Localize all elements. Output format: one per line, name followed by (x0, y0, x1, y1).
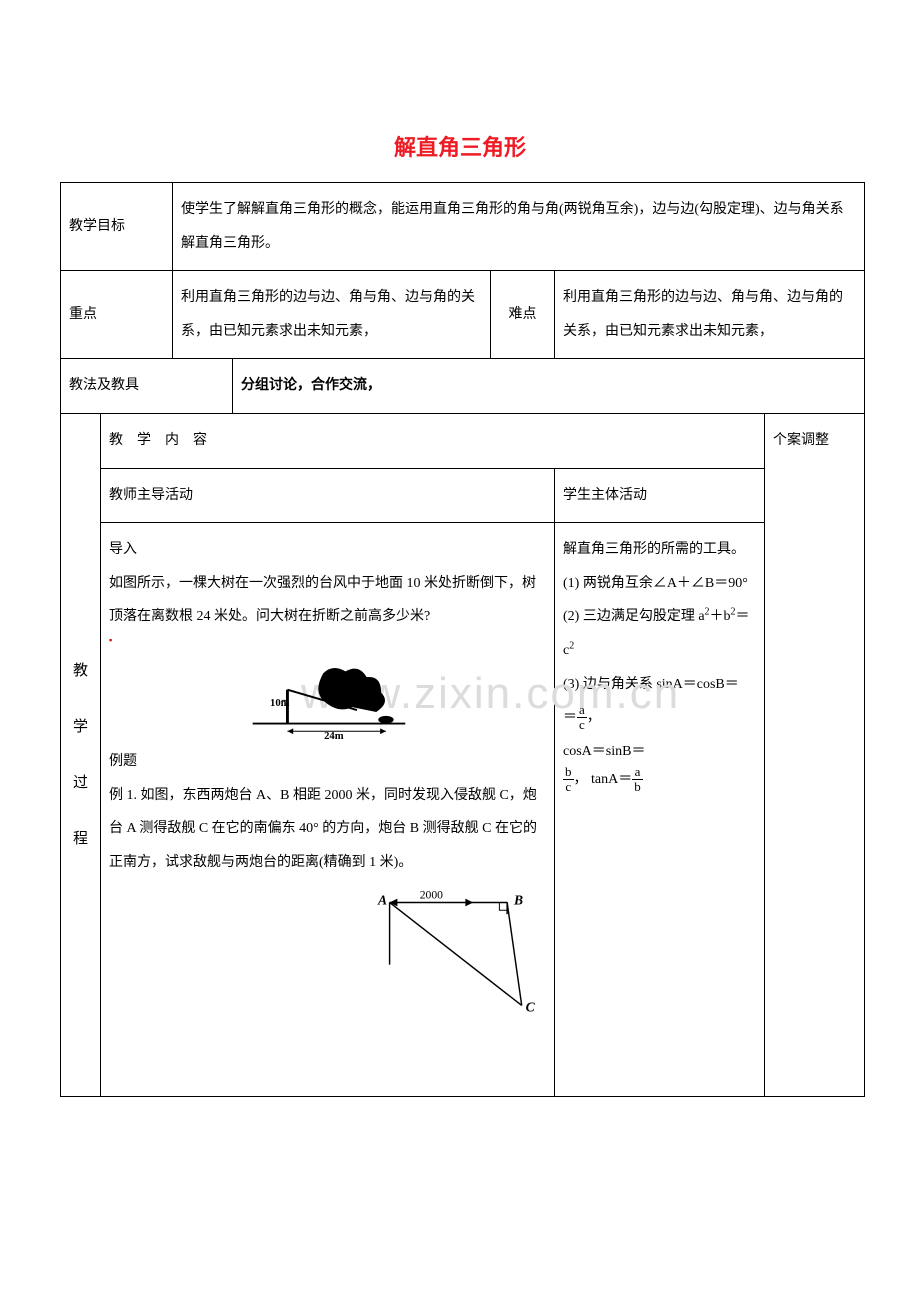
lesson-plan-table: 教学目标 使学生了解解直角三角形的概念，能运用直角三角形的角与角(两锐角互余)，… (60, 182, 865, 1097)
method-text: 分组讨论，合作交流， (233, 359, 865, 414)
label-2000: 2000 (420, 889, 443, 902)
label-C: C (526, 1000, 536, 1015)
student-header: 学生主体活动 (555, 468, 765, 523)
teacher-body: www.zixin.com.cn 导入 如图所示，一棵大树在一次强烈的台风中于地… (101, 523, 555, 1097)
s4b: ＝ac， (563, 703, 756, 733)
label-A: A (377, 893, 387, 908)
row-goal: 教学目标 使学生了解解直角三角形的概念，能运用直角三角形的角与角(两锐角互余)，… (61, 183, 865, 271)
examples-heading: 例题 (109, 745, 546, 779)
vlabel-char: 教 (69, 653, 92, 689)
row-focus-diff: 重点 利用直角三角形的边与边、角与角、边与角的关系，由已知元素求出未知元素， 难… (61, 271, 865, 359)
diff-text: 利用直角三角形的边与边、角与角、边与角的关系，由已知元素求出未知元素， (555, 271, 865, 359)
goal-text: 使学生了解解直角三角形的概念，能运用直角三角形的角与角(两锐角互余)，边与边(勾… (173, 183, 865, 271)
student-body: 解直角三角形的所需的工具。 (1) 两锐角互余∠A＋∠B＝90° (2) 三边满… (555, 523, 765, 1097)
label-10m: 10m (270, 698, 290, 709)
row-subheader: 教师主导活动 学生主体活动 (61, 468, 865, 523)
vlabel-char: 过 (69, 765, 92, 801)
method-label: 教法及教具 (61, 359, 233, 414)
geyan-header: 个案调整 (765, 413, 865, 1096)
s6b: bc， tanA＝ab (563, 765, 756, 795)
s1: 解直角三角形的所需的工具。 (563, 533, 756, 567)
diff-label: 难点 (491, 271, 555, 359)
example-1: 例 1. 如图，东西两炮台 A、B 相距 2000 米，同时发现入侵敌舰 C，炮… (109, 779, 546, 880)
page-title: 解直角三角形 (60, 130, 860, 162)
content-vlabel: 教 学 过 程 (61, 413, 101, 1096)
mark-dot: ▪ (109, 636, 112, 645)
vlabel-char: 学 (69, 709, 92, 745)
tree-diagram: 10m 24m (238, 654, 418, 739)
s2: (1) 两锐角互余∠A＋∠B＝90° (563, 567, 756, 601)
teacher-header: 教师主导活动 (101, 468, 555, 523)
label-24m: 24m (324, 731, 344, 739)
s6: cosA＝sinB＝ (563, 741, 756, 763)
ship-diagram: 2000 A B C (376, 885, 546, 1020)
intro-heading: 导入 (109, 533, 546, 567)
focus-text: 利用直角三角形的边与边、角与角、边与角的关系，由已知元素求出未知元素， (173, 271, 491, 359)
row-content-header: 教 学 过 程 教 学 内 容 个案调整 (61, 413, 865, 468)
goal-label: 教学目标 (61, 183, 173, 271)
row-body: www.zixin.com.cn 导入 如图所示，一棵大树在一次强烈的台风中于地… (61, 523, 865, 1097)
label-B: B (513, 893, 523, 908)
content-header: 教 学 内 容 (101, 413, 765, 468)
s4: (3) 边与角关系 sinA＝cosB＝ (563, 668, 756, 702)
focus-label: 重点 (61, 271, 173, 359)
row-method: 教法及教具 分组讨论，合作交流， (61, 359, 865, 414)
vlabel-char: 程 (69, 821, 92, 857)
s3: (2) 三边满足勾股定理 a2＋b2＝c2 (563, 600, 756, 667)
intro-p1: 如图所示，一棵大树在一次强烈的台风中于地面 10 米处折断倒下，树顶落在离数根 … (109, 567, 546, 634)
